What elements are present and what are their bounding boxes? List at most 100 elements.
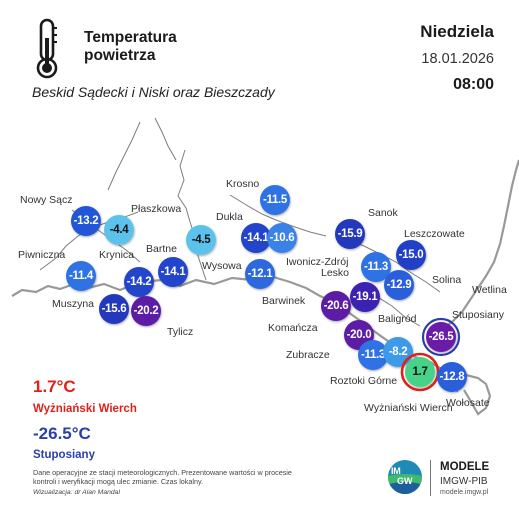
label-roztoki: Roztoki Górne	[330, 375, 397, 387]
bubble-circle	[260, 185, 290, 215]
bubble-value: -20.0	[347, 329, 372, 341]
label-zubracze: Zubracze	[286, 349, 330, 361]
bubble-value: -20.6	[324, 300, 349, 312]
bubble-circle	[405, 357, 435, 387]
hour-label: 08:00	[453, 76, 494, 93]
page-title: Temperatura powietrza	[84, 29, 177, 65]
border-line	[11, 274, 492, 416]
bubble-value: -4.5	[192, 234, 212, 246]
bubble-value: -11.3	[361, 349, 385, 361]
bubble-value: -14.1	[244, 232, 270, 244]
label-plaszkowa: Płaszkowa	[131, 203, 181, 215]
bubble-krosno: -11.5	[260, 185, 290, 215]
bubble-value: -19.1	[353, 291, 379, 303]
data-disclaimer: Dane operacyjne ze stacji meteorologiczn…	[33, 468, 292, 486]
bubble-plaszkowa: -4.4	[104, 215, 134, 245]
station-bubbles: -13.2 -4.4 -11.4 -14.2 -15.6 -20.2 -14.1…	[66, 185, 467, 392]
date-label: 18.01.2026	[421, 51, 494, 67]
bubble-value: -26.5	[429, 331, 455, 343]
bubble-dukla: -14.1	[241, 223, 271, 253]
bubble-wolosate: -12.8	[437, 362, 467, 392]
bubble-value: -11.3	[364, 261, 388, 273]
bubble-value: -15.9	[338, 228, 363, 240]
bubble-value: -12.1	[248, 268, 274, 280]
bubble-circle	[104, 215, 134, 245]
bubble-circle	[384, 270, 414, 300]
label-iwonicz: Iwonicz-Zdrój	[286, 256, 348, 268]
min-temp-station: Stuposiany	[33, 449, 95, 461]
logo-org: IMGW-PIB	[440, 476, 488, 487]
bubble-circle	[158, 257, 188, 287]
logo-mark-bottom: GW	[397, 476, 413, 486]
bubble-circle	[66, 261, 96, 291]
station-labels: Nowy Sącz Płaszkowa Piwniczna Krynica Mu…	[18, 178, 507, 414]
bubble-value: 1.7	[412, 366, 427, 378]
imgw-logo-icon: IM GW	[388, 460, 422, 494]
bubble-piwniczna: -11.4	[66, 261, 96, 291]
label-wysowa: Wysowa	[202, 260, 242, 272]
title-line-2: powietrza	[84, 47, 156, 64]
bubble-value: -8.2	[389, 346, 408, 358]
label-wetlina: Wetlina	[472, 284, 507, 296]
label-krynica: Krynica	[99, 249, 134, 261]
bubble-circle	[321, 291, 351, 321]
bubble-value: -12.8	[440, 371, 466, 383]
label-wolosate: Wołosate	[446, 397, 490, 409]
border-line-east	[439, 159, 519, 331]
bubble-circle	[241, 223, 271, 253]
label-leszczowate: Leszczowate	[404, 228, 465, 240]
bubble-circle	[396, 240, 426, 270]
bubble-circle	[350, 282, 380, 312]
bubble-circle	[71, 206, 101, 236]
bubble-baligrod: -19.1	[350, 282, 380, 312]
min-temp-value: -26.5°C	[33, 424, 91, 443]
bubble-sanok: -15.9	[335, 219, 365, 249]
label-piwniczna: Piwniczna	[18, 249, 65, 261]
max-temp-station: Wyżniański Wierch	[33, 403, 137, 415]
bubble-value: -4.4	[110, 224, 130, 236]
label-baligrod: Baligród	[378, 313, 417, 325]
bubble-value: -12.9	[387, 279, 412, 291]
bubble-circle	[245, 259, 275, 289]
bubble-circle	[361, 252, 391, 282]
bubble-circle	[267, 223, 297, 253]
bubble-value: -14.1	[161, 266, 187, 278]
bubble-leszczowate: -15.0	[396, 240, 426, 270]
bubble-value: -20.2	[134, 305, 159, 317]
bubble-muszyna: -15.6	[99, 294, 129, 324]
label-barwinek: Barwinek	[262, 295, 306, 307]
visualization-credit: Wizualizacja: dr Alan Mandal	[33, 489, 120, 496]
thermometer-icon	[36, 18, 58, 79]
bubble-circle	[421, 317, 461, 357]
bubble-value: -10.6	[270, 232, 295, 244]
logo-name: MODELE	[440, 461, 490, 473]
bubble-circle	[99, 294, 129, 324]
bubble-bartne: -14.1	[158, 257, 188, 287]
bubble-value: -13.2	[74, 215, 99, 227]
bubble-tylicz: -20.2	[131, 296, 161, 326]
bubble-circle	[358, 340, 388, 370]
label-komancza: Komańcza	[268, 322, 318, 334]
label-bartne: Bartne	[146, 243, 177, 255]
label-wyzniansky: Wyżniański Wierch	[364, 402, 453, 414]
bubble-circle	[437, 362, 467, 392]
logo-divider	[430, 460, 431, 496]
label-solina: Solina	[432, 274, 461, 286]
bubble-komancza: -20.6	[321, 291, 351, 321]
logo-mark-top: IM	[391, 466, 401, 476]
label-tylicz: Tylicz	[167, 326, 193, 338]
label-muszyna: Muszyna	[52, 298, 94, 310]
bubble-solina: -12.9	[384, 270, 414, 300]
region-subtitle: Beskid Sądecki i Niski oraz Bieszczady	[32, 84, 275, 100]
bubble-wetlina: -26.5	[421, 317, 461, 357]
day-label: Niedziela	[420, 22, 494, 41]
bubble-zubracze: -11.3	[358, 340, 388, 370]
bubble-wysowa: -4.5	[186, 225, 216, 255]
bubble-value: -15.0	[399, 249, 424, 261]
bubble-iwonicz: -10.6	[267, 223, 297, 253]
bubble-circle	[186, 225, 216, 255]
bubble-value: -14.2	[127, 276, 152, 288]
bubble-value: -11.4	[69, 270, 94, 282]
bubble-nowy-sacz: -13.2	[71, 206, 101, 236]
